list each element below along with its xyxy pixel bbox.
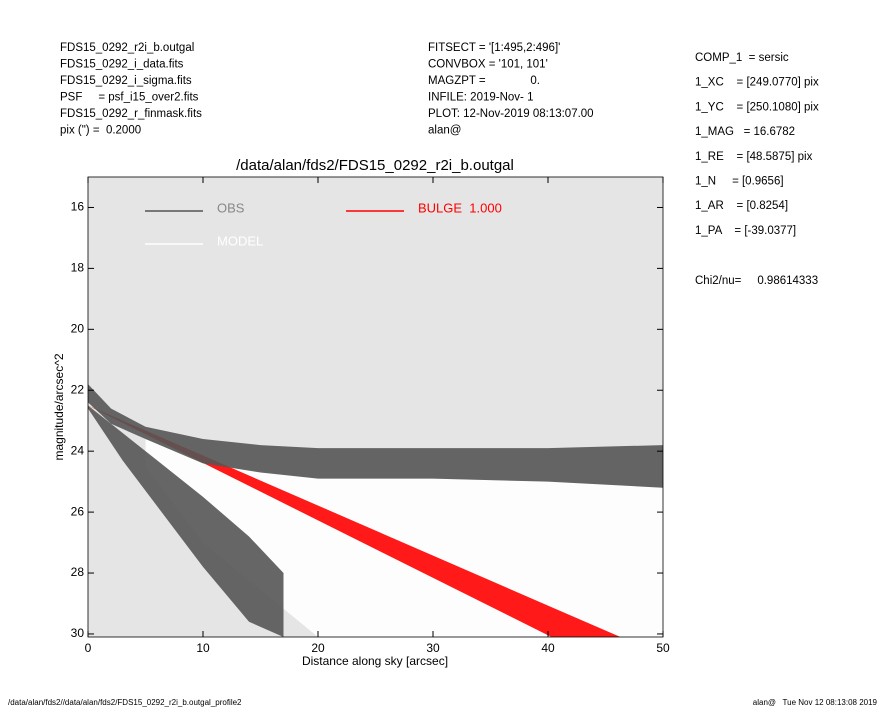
y-tick-label: 26 bbox=[71, 504, 85, 518]
header-line: pix (") = 0.2000 bbox=[60, 125, 141, 137]
y-tick-label: 22 bbox=[71, 382, 85, 396]
fit-param: 1_N = [0.9656] bbox=[695, 176, 784, 188]
header-line: alan@ bbox=[428, 125, 461, 137]
fit-param: 1_MAG = 16.6782 bbox=[695, 126, 795, 138]
legend-label: MODEL bbox=[217, 233, 263, 248]
header-line: FDS15_0292_r2i_b.outgal bbox=[60, 42, 194, 54]
x-tick-label: 20 bbox=[311, 641, 325, 655]
fit-param: 1_AR = [0.8254] bbox=[695, 200, 788, 212]
y-tick-label: 20 bbox=[71, 321, 85, 335]
fit-param: 1_RE = [48.5875] pix bbox=[695, 151, 813, 163]
point-cloud bbox=[88, 405, 284, 637]
header-line: INFILE: 2019-Nov- 1 bbox=[428, 92, 533, 104]
fit-param: COMP_1 = sersic bbox=[695, 52, 789, 64]
point-cloud bbox=[88, 384, 663, 488]
chart-title: /data/alan/fds2/FDS15_0292_r2i_b.outgal bbox=[236, 157, 514, 174]
header-line: PSF = psf_i15_over2.fits bbox=[60, 92, 199, 104]
y-tick-label: 30 bbox=[71, 626, 85, 640]
data-layer bbox=[88, 384, 663, 637]
x-tick-label: 50 bbox=[656, 641, 670, 655]
y-axis-label: magnitude/arcsec^2 bbox=[52, 353, 66, 460]
y-tick-label: 24 bbox=[71, 443, 85, 457]
y-tick-label: 16 bbox=[71, 200, 85, 214]
header-line: PLOT: 12-Nov-2019 08:13:07.00 bbox=[428, 108, 594, 120]
fit-param: 1_YC = [250.1080] pix bbox=[695, 101, 819, 113]
header-line: FDS15_0292_i_data.fits bbox=[60, 59, 184, 71]
x-axis-label: Distance along sky [arcsec] bbox=[302, 654, 448, 668]
chi2: Chi2/nu= 0.98614333 bbox=[695, 275, 818, 287]
y-tick-label: 18 bbox=[71, 261, 85, 275]
x-tick-label: 40 bbox=[541, 641, 555, 655]
x-tick-label: 10 bbox=[196, 641, 210, 655]
header-line: MAGZPT = 0. bbox=[428, 75, 540, 87]
header-line: FITSECT = '[1:495,2:496]' bbox=[428, 42, 560, 54]
legend-label: OBS bbox=[217, 200, 245, 215]
fit-param: 1_XC = [249.0770] pix bbox=[695, 77, 819, 89]
x-tick-label: 30 bbox=[426, 641, 440, 655]
header-line: CONVBOX = '101, 101' bbox=[428, 59, 548, 71]
header-line: FDS15_0292_i_sigma.fits bbox=[60, 75, 192, 87]
footer-right: alan@ Tue Nov 12 08:13:08 2019 bbox=[753, 698, 878, 707]
legend-label: BULGE 1.000 bbox=[418, 200, 502, 215]
x-tick-label: 0 bbox=[85, 641, 92, 655]
header-line: FDS15_0292_r_finmask.fits bbox=[60, 108, 202, 120]
fit-param: 1_PA = [-39.0377] bbox=[695, 225, 796, 237]
y-tick-label: 28 bbox=[71, 565, 85, 579]
plot-frame bbox=[87, 176, 664, 638]
footer-left: /data/alan/fds2//data/alan/fds2/FDS15_02… bbox=[8, 698, 242, 707]
